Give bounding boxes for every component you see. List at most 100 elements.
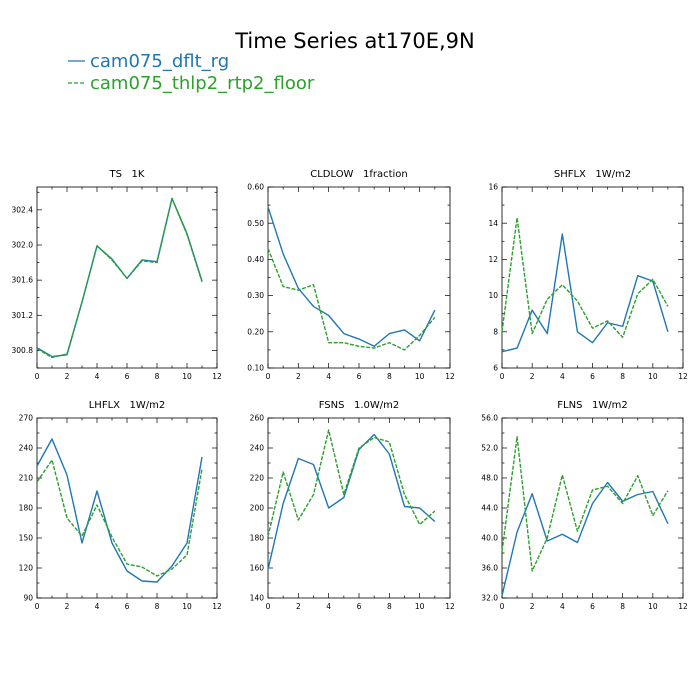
y-tick-label-0: 302.0: [12, 241, 34, 250]
y-tick-label-1: 0.30: [247, 291, 264, 300]
x-tick-label-0: 10: [182, 372, 192, 381]
x-tick-label-2: 10: [648, 372, 658, 381]
x-tick-label-0: 8: [155, 372, 160, 381]
x-tick-label-1: 8: [387, 372, 392, 381]
series-line-0-1: [36, 197, 203, 359]
y-tick-label-3: 240: [19, 444, 34, 453]
panel-title-5: FLNS 1W/m2: [557, 400, 627, 411]
y-tick-label-5: 36.0: [481, 564, 498, 573]
y-tick-label-5: 40.0: [481, 534, 498, 543]
x-tick-label-3: 8: [155, 602, 160, 611]
x-tick-label-5: 6: [590, 602, 595, 611]
series-line-5-0: [501, 481, 669, 596]
x-tick-label-1: 4: [326, 372, 331, 381]
x-tick-label-3: 12: [212, 602, 222, 611]
y-tick-label-3: 180: [19, 504, 34, 513]
x-tick-label-5: 12: [678, 602, 688, 611]
y-tick-label-2: 12: [488, 255, 498, 264]
x-tick-label-2: 12: [678, 372, 688, 381]
y-tick-label-4: 200: [250, 504, 265, 513]
x-tick-label-4: 4: [326, 602, 331, 611]
x-tick-label-2: 2: [530, 372, 535, 381]
x-tick-label-3: 0: [35, 602, 40, 611]
panel-title-0: TS 1K: [109, 169, 145, 180]
panel-title-4: FSNS 1.0W/m2: [319, 400, 400, 411]
panel-5: FLNS 1W/m2 0 2 4 6 8 10 12 32.0 36.0 40.0 44.0 48.0 5…: [481, 400, 688, 611]
panel-2: SHFLX 1W/m2 0 2 4 6 8 10 12 6 8 10 12 14 16: [488, 169, 688, 381]
y-tick-label-4: 220: [250, 474, 265, 483]
panel-0: TS 1K 0 2 4 6 8 10 12 300.8 301.2 301.6 302.0 302.4: [12, 169, 222, 381]
panel-3: LHFLX 1W/m2 0 2 4 6 8 10 12 90 120 150 180 210 240 270: [19, 400, 222, 611]
y-tick-label-3: 120: [19, 564, 34, 573]
y-tick-label-0: 301.6: [12, 276, 34, 285]
y-tick-label-1: 0.20: [247, 327, 264, 336]
x-tick-label-4: 8: [387, 602, 392, 611]
x-tick-label-0: 6: [125, 372, 130, 381]
series-line-2-1: [501, 217, 669, 338]
x-tick-label-2: 0: [500, 372, 505, 381]
panel-4: FSNS 1.0W/m2 0 2 4 6 8 10 12 140 160 180 200 220 240 2…: [250, 400, 455, 611]
y-tick-label-4: 140: [250, 594, 265, 603]
y-tick-label-4: 240: [250, 444, 265, 453]
x-tick-label-1: 12: [445, 372, 455, 381]
x-tick-label-4: 10: [415, 602, 425, 611]
y-tick-label-0: 302.4: [12, 205, 34, 214]
series-line-5-1: [501, 436, 669, 572]
x-tick-label-5: 0: [500, 602, 505, 611]
series-line-4-1: [267, 429, 436, 537]
x-tick-label-3: 4: [95, 602, 100, 611]
panel-1: CLDLOW 1fraction 0 2 4 6 8 10 12 0.10 0.20 0.30 0.4…: [247, 169, 455, 381]
series-line-4-0: [267, 433, 436, 570]
series-line-1-0: [267, 206, 436, 347]
x-tick-label-5: 10: [648, 602, 658, 611]
y-tick-label-1: 0.50: [247, 219, 264, 228]
y-tick-label-0: 300.8: [12, 346, 34, 355]
x-tick-label-5: 8: [620, 602, 625, 611]
x-tick-label-4: 0: [266, 602, 271, 611]
x-tick-label-0: 12: [212, 372, 222, 381]
x-tick-label-3: 10: [182, 602, 192, 611]
legend-label-1: cam075_thlp2_rtp2_floor: [90, 73, 315, 94]
x-tick-label-3: 2: [65, 602, 70, 611]
x-tick-label-4: 2: [296, 602, 301, 611]
y-tick-label-3: 90: [23, 594, 33, 603]
y-tick-label-5: 32.0: [481, 594, 498, 603]
panel-title-1: CLDLOW 1fraction: [310, 169, 408, 180]
x-tick-label-1: 6: [357, 372, 362, 381]
x-tick-label-2: 4: [560, 372, 565, 381]
panel-title-2: SHFLX 1W/m2: [554, 169, 631, 180]
legend-label-0: cam075_dflt_rg: [90, 51, 229, 72]
y-tick-label-2: 8: [493, 327, 498, 336]
y-tick-label-4: 180: [250, 534, 265, 543]
y-tick-label-5: 52.0: [481, 444, 498, 453]
y-tick-label-2: 16: [488, 183, 498, 192]
x-tick-label-0: 2: [65, 372, 70, 381]
y-tick-label-5: 48.0: [481, 474, 498, 483]
x-tick-label-2: 6: [590, 372, 595, 381]
series-line-2-0: [501, 233, 669, 353]
y-tick-label-0: 301.2: [12, 311, 34, 320]
x-tick-label-5: 2: [530, 602, 535, 611]
y-tick-label-1: 0.10: [247, 364, 264, 373]
x-tick-label-1: 2: [296, 372, 301, 381]
series-line-1-1: [267, 248, 436, 351]
y-tick-label-4: 160: [250, 564, 265, 573]
x-tick-label-4: 12: [445, 602, 455, 611]
y-tick-label-3: 270: [19, 414, 34, 423]
y-tick-label-3: 150: [19, 534, 34, 543]
panel-title-3: LHFLX 1W/m2: [89, 400, 166, 411]
x-tick-label-1: 0: [266, 372, 271, 381]
y-tick-label-2: 6: [493, 364, 498, 373]
x-tick-label-0: 4: [95, 372, 100, 381]
series-line-3-0: [36, 438, 203, 583]
x-tick-label-2: 8: [620, 372, 625, 381]
x-tick-label-0: 0: [35, 372, 40, 381]
y-tick-label-4: 260: [250, 414, 265, 423]
y-tick-label-3: 210: [19, 474, 34, 483]
figure-title: Time Series at170E,9N: [234, 29, 475, 53]
series-line-3-1: [36, 459, 203, 577]
y-tick-label-2: 14: [488, 219, 498, 228]
y-tick-label-1: 0.40: [247, 255, 264, 264]
